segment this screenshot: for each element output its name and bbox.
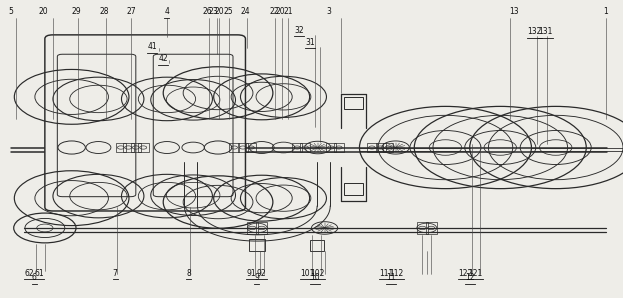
- FancyBboxPatch shape: [153, 54, 233, 197]
- Text: 3: 3: [326, 7, 331, 16]
- Text: 20: 20: [214, 7, 224, 16]
- Text: 62: 62: [24, 269, 34, 278]
- Bar: [376, 143, 386, 152]
- Bar: [131, 143, 141, 152]
- Text: 12: 12: [465, 273, 475, 282]
- Text: 25: 25: [224, 7, 234, 16]
- Bar: [138, 143, 148, 152]
- Text: 41: 41: [147, 42, 157, 51]
- Text: 7: 7: [113, 269, 118, 278]
- Text: 4: 4: [164, 7, 169, 16]
- Text: 27: 27: [126, 7, 136, 16]
- Text: 22: 22: [269, 7, 279, 16]
- Bar: [326, 143, 336, 152]
- Text: 111: 111: [379, 269, 393, 278]
- Bar: [300, 143, 310, 152]
- FancyBboxPatch shape: [45, 35, 245, 211]
- Text: 91: 91: [246, 269, 256, 278]
- Bar: [246, 143, 256, 152]
- Bar: [344, 183, 363, 195]
- Text: 121: 121: [468, 269, 482, 278]
- Text: 102: 102: [310, 269, 325, 278]
- Text: 13: 13: [509, 7, 519, 16]
- Text: 61: 61: [34, 269, 44, 278]
- Text: 31: 31: [305, 38, 315, 47]
- Bar: [229, 143, 239, 152]
- Text: 32: 32: [294, 26, 304, 35]
- Text: 92: 92: [257, 269, 267, 278]
- Bar: [247, 222, 258, 234]
- Text: 6: 6: [32, 273, 37, 282]
- Text: 5: 5: [8, 7, 13, 16]
- Text: 112: 112: [389, 269, 403, 278]
- Text: 42: 42: [158, 54, 168, 63]
- Text: 23: 23: [209, 7, 219, 16]
- Bar: [116, 143, 126, 152]
- Bar: [249, 239, 265, 251]
- Text: 132: 132: [527, 27, 542, 36]
- FancyBboxPatch shape: [57, 54, 136, 197]
- Bar: [417, 222, 428, 234]
- Bar: [334, 143, 344, 152]
- Text: 20: 20: [275, 7, 285, 16]
- Text: 11: 11: [386, 273, 396, 282]
- Text: 29: 29: [71, 7, 81, 16]
- Text: 28: 28: [99, 7, 109, 16]
- Bar: [123, 143, 133, 152]
- Bar: [238, 143, 248, 152]
- Text: 21: 21: [283, 7, 293, 16]
- Text: 1: 1: [603, 7, 608, 16]
- Text: 20: 20: [39, 7, 49, 16]
- Bar: [367, 143, 377, 152]
- Text: 131: 131: [538, 27, 553, 36]
- Bar: [344, 97, 363, 109]
- Bar: [292, 143, 302, 152]
- Text: 8: 8: [186, 269, 191, 278]
- Text: 24: 24: [240, 7, 250, 16]
- Bar: [383, 143, 393, 152]
- Text: 26: 26: [202, 7, 212, 16]
- Bar: [426, 222, 437, 234]
- Bar: [256, 222, 267, 234]
- Text: 122: 122: [459, 269, 472, 278]
- Text: 9: 9: [254, 273, 259, 282]
- Text: 101: 101: [300, 269, 315, 278]
- Text: 10: 10: [310, 273, 320, 282]
- Bar: [310, 240, 324, 251]
